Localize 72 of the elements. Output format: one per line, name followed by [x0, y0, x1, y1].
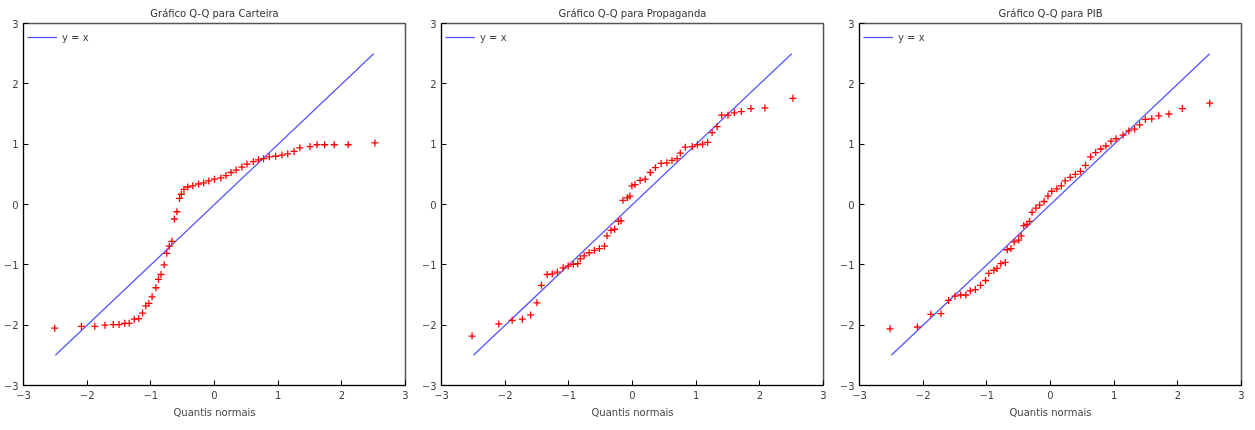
y-tick-label: −2: [421, 320, 437, 332]
y-tick-label: −1: [3, 259, 19, 271]
x-tick-label: 2: [756, 389, 764, 401]
y-tick-label: −1: [839, 259, 855, 271]
x-tick-label: 3: [820, 389, 827, 401]
legend-label: y = x: [898, 31, 925, 43]
y-tick-label: −3: [839, 380, 855, 392]
point: [467, 331, 477, 341]
point: [526, 310, 535, 320]
x-tick-label: 3: [402, 389, 409, 401]
point: [760, 103, 770, 113]
chart-title: Gráfico Q-Q para PIB: [998, 7, 1103, 19]
point: [913, 322, 922, 332]
x-tick-label: 2: [1174, 389, 1182, 401]
y-tick-label: 1: [848, 139, 855, 151]
chart-title: Gráfico Q-Q para Propaganda: [558, 7, 707, 19]
x-axis-title: Quantis normais: [591, 406, 674, 418]
y-tick-label: 2: [12, 78, 19, 90]
point: [370, 138, 380, 148]
y-tick-label: 3: [12, 18, 19, 30]
y-tick-label: 2: [430, 78, 437, 90]
point: [305, 142, 315, 151]
x-tick-label: 1: [1110, 389, 1118, 401]
x-axis-title: Quantis normais: [173, 406, 256, 418]
y-tick-label: 0: [12, 199, 19, 211]
point: [172, 207, 182, 216]
point: [494, 319, 503, 329]
point: [100, 321, 110, 330]
x-tick-label: −1: [561, 389, 577, 401]
y-tick-label: −2: [3, 320, 19, 332]
x-tick-label: 0: [211, 389, 218, 401]
point: [936, 309, 946, 318]
x-tick-label: −2: [497, 389, 513, 401]
point: [1017, 231, 1026, 241]
x-tick-label: 2: [338, 389, 346, 401]
point: [518, 314, 527, 324]
point: [1205, 98, 1214, 108]
x-tick-label: 1: [692, 389, 700, 401]
legend-label: y = x: [62, 31, 89, 43]
x-tick-label: −1: [979, 389, 995, 401]
point: [165, 241, 174, 251]
y-tick-label: −3: [3, 380, 19, 392]
x-tick-label: 0: [629, 389, 636, 401]
point: [170, 214, 179, 224]
x-tick-label: 3: [1238, 389, 1245, 401]
y-tick-label: 0: [848, 199, 855, 211]
point: [151, 283, 161, 292]
point: [1014, 235, 1023, 245]
x-tick-label: −1: [143, 389, 159, 401]
y-tick-label: 1: [430, 139, 437, 151]
point: [1164, 109, 1174, 119]
y-tick-label: 2: [848, 78, 855, 90]
y-tick-label: 0: [430, 199, 437, 211]
y-tick-label: −1: [421, 259, 437, 271]
x-tick-label: 1: [274, 389, 282, 401]
y-tick-label: −3: [421, 380, 437, 392]
x-tick-label: −2: [79, 389, 95, 401]
legend-label: y = x: [480, 31, 507, 43]
x-tick-label: 0: [1047, 389, 1054, 401]
y-tick-label: 3: [848, 18, 855, 30]
point: [312, 140, 322, 149]
point: [746, 104, 756, 113]
x-tick-label: −2: [915, 389, 931, 401]
point: [532, 298, 542, 307]
y-tick-label: 3: [430, 18, 437, 30]
x-axis-title: Quantis normais: [1009, 406, 1092, 418]
point: [618, 196, 628, 205]
chart-title: Gráfico Q-Q para Carteira: [150, 7, 279, 19]
y-tick-label: 1: [12, 139, 19, 151]
point: [788, 94, 798, 103]
point: [885, 324, 895, 333]
y-tick-label: −2: [839, 320, 855, 332]
